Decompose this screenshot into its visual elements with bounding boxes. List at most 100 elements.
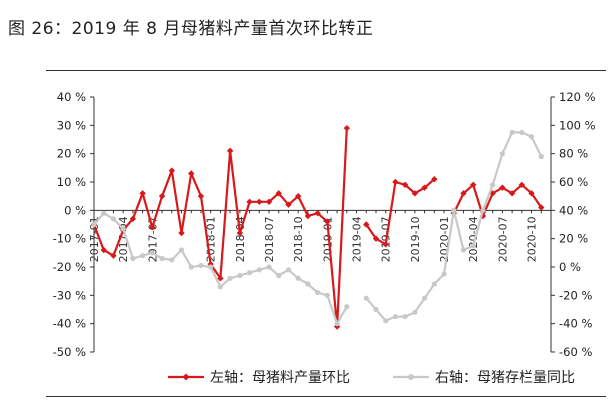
data-point <box>334 321 340 327</box>
data-point <box>538 153 544 160</box>
series-line <box>92 128 348 328</box>
data-point <box>401 181 409 189</box>
data-point <box>198 262 204 269</box>
data-point <box>411 190 419 197</box>
legend-label: 左轴：母猪料产量环比 <box>210 370 350 386</box>
data-point <box>451 207 457 213</box>
data-point <box>470 181 477 189</box>
right-tick-label: 40 % <box>559 203 588 217</box>
data-point <box>412 309 418 315</box>
x-tick-label: 2017-04 <box>117 216 130 262</box>
data-point <box>499 184 506 191</box>
right-tick-label: -20 % <box>559 288 592 302</box>
right-tick-label: -40 % <box>559 317 592 331</box>
data-point <box>217 275 224 282</box>
data-point <box>266 264 272 270</box>
data-point <box>392 313 399 320</box>
data-point <box>246 270 253 276</box>
data-point <box>508 190 516 197</box>
data-point <box>236 229 244 237</box>
data-point <box>178 247 185 253</box>
data-point <box>217 284 224 290</box>
left-tick-label: 10 % <box>57 175 86 189</box>
data-point <box>294 192 302 200</box>
data-point <box>285 201 292 208</box>
left-tick-label: -20 % <box>53 260 86 274</box>
title-rule-top <box>46 70 606 71</box>
data-point <box>139 190 146 197</box>
x-tick-label: 2019-04 <box>351 216 364 262</box>
data-point <box>363 295 369 301</box>
x-tick-label: 2020-04 <box>467 216 480 262</box>
data-point <box>120 226 126 232</box>
data-point <box>431 175 438 183</box>
series-line <box>452 183 543 218</box>
right-tick-label: 100 % <box>559 118 596 132</box>
data-point <box>421 295 428 301</box>
data-point <box>431 281 437 287</box>
data-point <box>207 260 214 268</box>
data-point <box>149 224 156 231</box>
data-point <box>91 221 97 228</box>
x-tick-label: 2020-07 <box>496 216 509 262</box>
title-rule-bottom <box>46 396 606 397</box>
data-point <box>226 147 234 155</box>
data-point <box>140 253 146 259</box>
data-point <box>188 264 194 270</box>
data-point <box>100 246 107 254</box>
left-tick-label: -10 % <box>53 232 86 246</box>
left-tick-label: 20 % <box>57 147 86 161</box>
data-point <box>324 292 330 298</box>
data-point <box>470 243 476 249</box>
data-point <box>208 264 214 270</box>
x-tick-label: 2018-07 <box>263 216 276 262</box>
data-point <box>373 306 379 313</box>
data-point <box>101 210 107 216</box>
data-point <box>110 252 117 259</box>
left-tick-label: 30 % <box>57 118 86 132</box>
data-point <box>129 215 137 223</box>
x-tick-label: 2018-04 <box>234 216 247 262</box>
data-point <box>197 192 205 200</box>
right-tick-label: -60 % <box>559 345 592 359</box>
data-point <box>392 178 399 186</box>
x-tick-label: 2020-10 <box>526 216 539 262</box>
data-point <box>519 129 525 136</box>
right-tick-label: 80 % <box>559 147 588 161</box>
data-point <box>421 184 428 191</box>
right-tick-label: 60 % <box>559 175 588 189</box>
data-point <box>518 181 526 189</box>
data-point <box>460 247 467 253</box>
data-point <box>256 198 263 206</box>
data-point <box>188 170 195 177</box>
data-point <box>237 272 243 279</box>
x-tick-label: 2019-10 <box>409 216 422 262</box>
data-point <box>538 204 545 211</box>
data-point <box>130 255 136 262</box>
data-point <box>460 190 467 197</box>
x-tick-label: 2017-01 <box>88 216 101 262</box>
data-point <box>305 281 311 287</box>
data-point <box>168 167 175 174</box>
legend-swatch-marker <box>408 374 414 380</box>
data-point <box>227 275 233 281</box>
x-tick-label: 2017-07 <box>146 216 159 262</box>
data-point <box>528 134 535 140</box>
data-point <box>265 198 273 206</box>
data-point <box>344 304 350 310</box>
data-point <box>383 318 389 324</box>
data-point <box>480 207 486 213</box>
data-point <box>295 275 301 281</box>
legend-label: 右轴：母猪存栏量同比 <box>435 370 575 386</box>
data-point <box>363 221 370 228</box>
data-point <box>343 124 351 132</box>
data-point <box>324 218 331 225</box>
data-point <box>490 182 496 188</box>
data-point <box>372 235 380 242</box>
data-point <box>149 250 155 256</box>
left-tick-label: 40 % <box>57 90 86 104</box>
series-sow-stock-yoy <box>91 129 544 327</box>
data-point <box>158 192 166 200</box>
data-point <box>499 151 505 157</box>
left-tick-label: -30 % <box>53 288 86 302</box>
